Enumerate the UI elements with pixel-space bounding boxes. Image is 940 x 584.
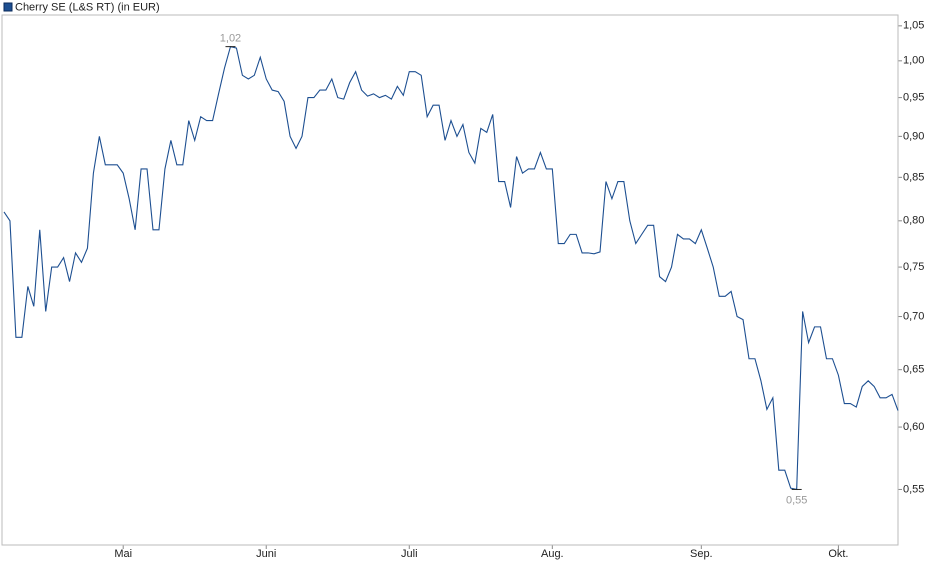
y-tick-label: 0,60 [903, 421, 924, 433]
legend-label: Cherry SE (L&S RT) (in EUR) [15, 1, 160, 13]
plot-frame [1, 14, 899, 546]
y-tick-label: 0,95 [903, 92, 924, 104]
x-tick-label: Mai [114, 548, 132, 560]
x-tick-label: Juni [256, 548, 276, 560]
x-tick-label: Juli [401, 548, 418, 560]
y-tick-label: 1,00 [903, 55, 924, 67]
x-tick-label: Aug. [541, 548, 564, 560]
y-tick-label: 0,80 [903, 215, 924, 227]
legend-swatch [3, 2, 13, 12]
x-tick-label: Okt. [828, 548, 848, 560]
value-label: 1,02 [220, 33, 241, 45]
value-label: 0,55 [786, 494, 807, 506]
y-tick-label: 1,05 [903, 20, 924, 32]
price-line [3, 45, 899, 491]
y-tick-label: 0,75 [903, 261, 924, 273]
y-tick-label: 0,55 [903, 483, 924, 495]
y-tick-label: 0,65 [903, 364, 924, 376]
y-tick-label: 0,90 [903, 130, 924, 142]
y-tick-label: 0,85 [903, 171, 924, 183]
y-tick-label: 0,70 [903, 310, 924, 322]
x-tick-label: Sep. [690, 548, 713, 560]
